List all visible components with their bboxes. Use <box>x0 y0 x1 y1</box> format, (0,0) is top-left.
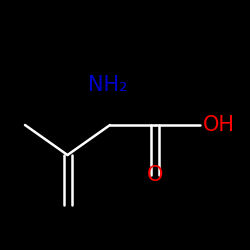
Text: NH₂: NH₂ <box>88 75 127 95</box>
Text: OH: OH <box>202 115 234 135</box>
Text: O: O <box>147 165 163 185</box>
